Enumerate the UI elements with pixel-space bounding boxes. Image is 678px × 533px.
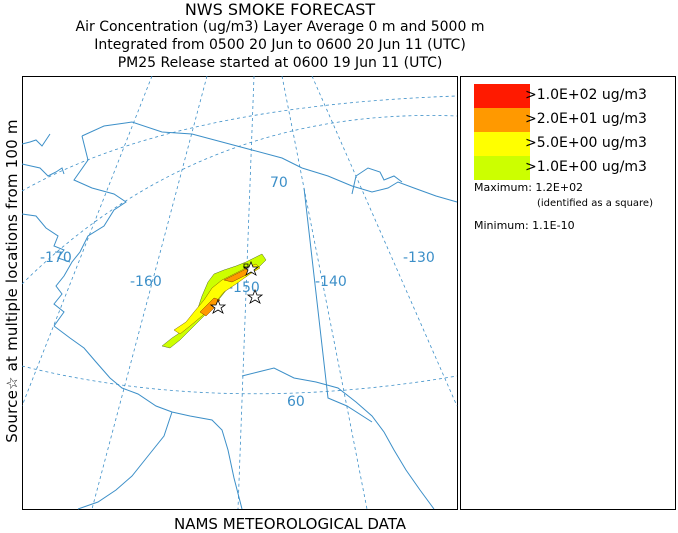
legend-label: >5.0E+00 ug/m3 (525, 135, 647, 151)
lon-label-170: -170 (40, 250, 72, 266)
meridian-150 (237, 76, 255, 510)
subtitle-integration: Integrated from 0500 20 Jun to 0600 20 J… (94, 37, 466, 53)
legend-label: >1.0E+00 ug/m3 (525, 159, 647, 175)
legend-item: >1.0E+02 ug/m3 (474, 84, 674, 108)
smoke-map: 70 60 -170 -160 -150 -140 -130 (22, 76, 458, 510)
legend-label: >2.0E+01 ug/m3 (525, 111, 647, 127)
lon-label-130: -130 (403, 250, 435, 266)
border-alaska-canada (303, 187, 373, 423)
legend-swatch-yellow (474, 132, 530, 156)
lon-label-160: -160 (130, 274, 162, 290)
subtitle-concentration: Air Concentration (ug/m3) Layer Average … (75, 19, 485, 35)
coast-bristol-bay (53, 325, 243, 510)
legend-swatch-orange (474, 108, 530, 132)
legend-label: >1.0E+02 ug/m3 (525, 87, 647, 103)
legend-maximum: Maximum: 1.2E+02 (474, 181, 584, 194)
lat-label-60: 60 (287, 394, 305, 410)
coast-beaufort (301, 167, 458, 203)
coast-north-slope (81, 121, 303, 169)
legend: >1.0E+02 ug/m3 >2.0E+01 ug/m3 >5.0E+00 u… (460, 76, 676, 510)
legend-item: >1.0E+00 ug/m3 (474, 156, 674, 180)
coast-peninsula (77, 411, 173, 510)
legend-item: >2.0E+01 ug/m3 (474, 108, 674, 132)
legend-swatch-yellowgreen (474, 156, 530, 180)
parallel-60 (22, 365, 458, 395)
coast-west-alaska (53, 135, 127, 327)
source-star (246, 288, 264, 304)
meridian-170 (22, 76, 153, 407)
meridian-140 (281, 76, 368, 510)
graticule (22, 76, 458, 510)
coast-gulf-alaska (241, 367, 435, 510)
footer-data-source: NAMS METEOROLOGICAL DATA (174, 515, 406, 533)
coastline (22, 121, 458, 510)
coast-bering-west (22, 213, 71, 263)
subtitle-release: PM25 Release started at 0600 19 Jun 11 (… (117, 55, 443, 71)
meridian-160 (91, 76, 208, 510)
chart-title: NWS SMOKE FORECAST (184, 0, 376, 19)
lon-label-140: -140 (315, 274, 347, 290)
source-star (209, 298, 227, 314)
coast-arctic-islands (351, 167, 403, 195)
legend-minimum: Minimum: 1.1E-10 (474, 219, 575, 232)
map-frame (22, 76, 458, 510)
lat-label-70: 70 (270, 175, 288, 191)
maximum-square (243, 263, 249, 269)
meridian-130 (311, 76, 458, 407)
coast-chukotka (22, 163, 65, 177)
legend-maximum-note: (identified as a square) (537, 198, 653, 209)
coast-chukotka-north (22, 133, 51, 147)
source-star (242, 260, 260, 276)
parallel-70 (22, 115, 458, 285)
plume-orange-south (199, 297, 221, 317)
legend-item: >5.0E+00 ug/m3 (474, 132, 674, 156)
parallel-75 (22, 95, 458, 192)
source-stars (209, 260, 264, 314)
legend-swatch-red (474, 84, 530, 108)
